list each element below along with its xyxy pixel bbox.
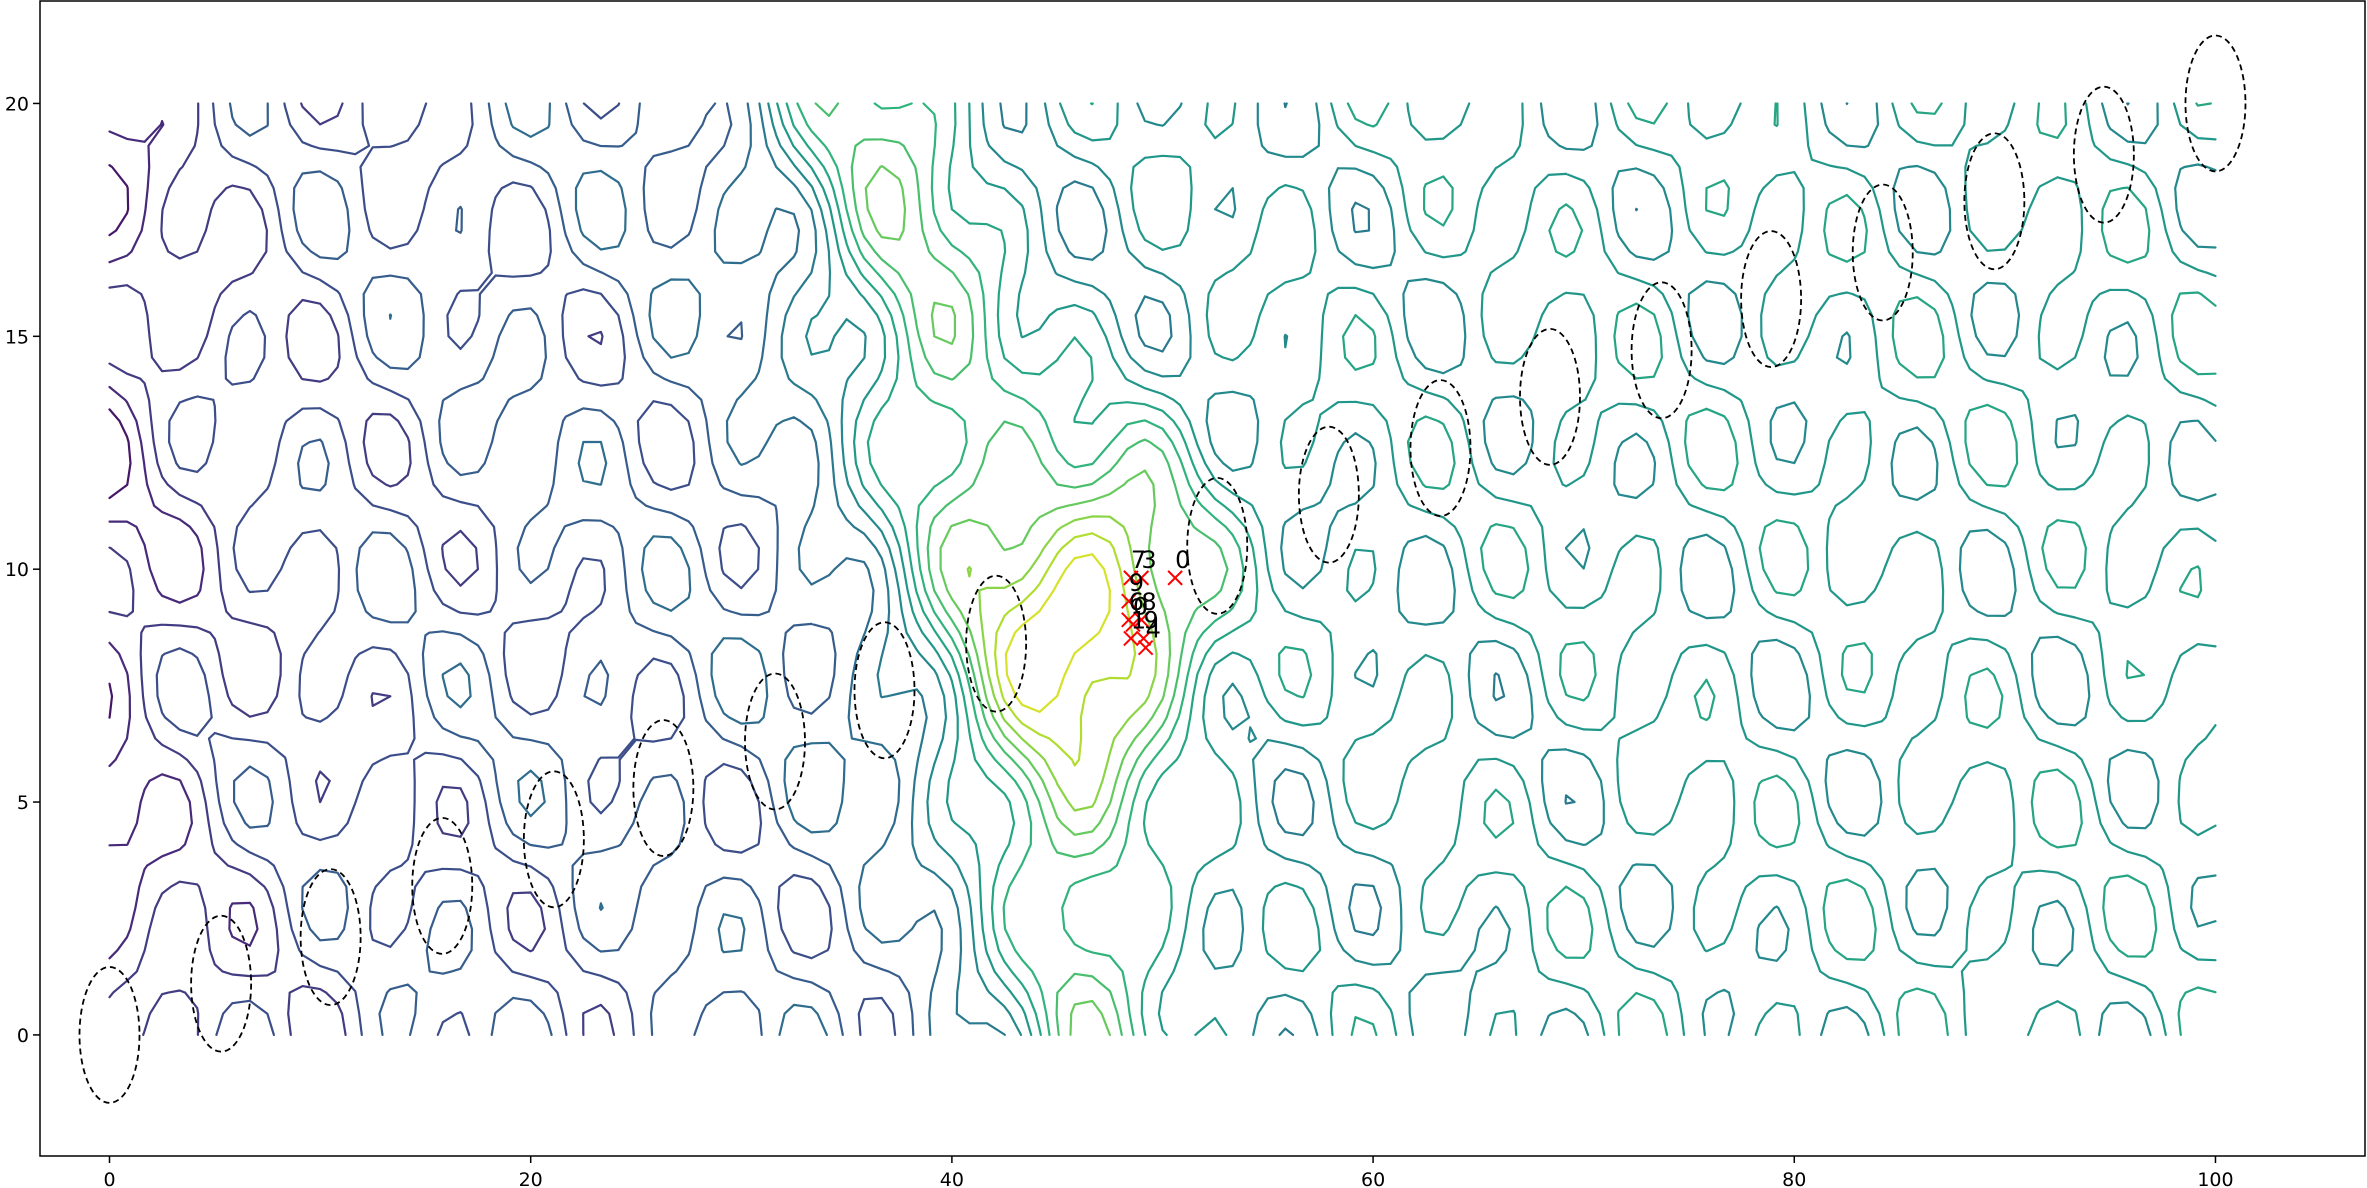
dashed-ellipse [78,966,141,1104]
ellipse-layer [78,34,2247,1104]
point-label: 6 [1129,588,1144,616]
contour-level [108,102,616,1036]
x-tick-label: 80 [1782,1169,1806,1188]
dashed-ellipse [1519,327,1581,466]
point-marker [1137,640,1154,656]
x-axis: 0 20 40 60 80 100 [103,1156,2234,1188]
x-tick-label: 20 [519,1169,543,1188]
point-label: 9 [1129,569,1144,597]
contour-level [776,102,2217,1036]
contour-lines [108,102,2217,1036]
y-tick-label: 20 [5,93,29,115]
dashed-ellipse [190,914,253,1053]
contour-level [1004,553,1111,713]
point-label: 0 [1133,592,1148,620]
contour-level [155,102,897,1036]
dashed-ellipse [299,868,362,1007]
point-label: 4 [1146,616,1161,644]
y-tick-label: 15 [5,326,29,348]
dashed-ellipse [1297,425,1360,564]
contour-level [767,102,2217,1036]
contour-level [814,102,1229,1036]
contour-level [388,102,943,1036]
x-tick-label: 0 [103,1169,115,1188]
contour-level [864,165,1172,1036]
dashed-ellipse [965,574,1028,713]
y-axis: 0 5 10 15 20 [5,93,40,1047]
contour-level [108,120,259,960]
dashed-ellipse [2072,85,2135,224]
point-marker [1125,616,1141,633]
point-marker [1133,570,1150,586]
dashed-ellipse [1740,230,1803,368]
dashed-ellipse [1963,132,2026,271]
contour-level [228,102,915,1036]
point-label: 1 [1131,606,1146,634]
dashed-ellipse [853,621,916,760]
point-label: 7 [1131,546,1146,574]
y-tick-label: 0 [17,1025,29,1047]
contour-level [994,532,1137,767]
y-tick-label: 5 [17,792,29,814]
point-label: 0 [1175,546,1190,574]
contour-level [758,102,2130,1036]
point-marker [1123,630,1139,647]
contour-level [966,515,1158,812]
x-tick-label: 40 [940,1169,964,1188]
dashed-ellipse [1630,281,1693,420]
dashed-ellipse [744,672,806,811]
point-label: 3 [1141,546,1156,574]
dashed-ellipse [1186,476,1249,615]
dashed-ellipse [522,770,585,909]
dashed-ellipse [411,816,474,955]
contour-level [108,164,132,719]
point-label: 9 [1144,606,1159,634]
dashed-ellipse [632,719,695,857]
point-label: 8 [1141,588,1156,616]
x-tick-label: 60 [1361,1169,1385,1188]
x-tick-label: 100 [2197,1169,2233,1188]
point-marker [1167,570,1183,586]
axes-frame [39,0,2366,1157]
point-marker [1133,612,1150,628]
y-tick-label: 10 [5,559,29,581]
contour-level [785,102,2217,1036]
point-marker [1121,593,1137,609]
point-marker [1135,630,1152,647]
